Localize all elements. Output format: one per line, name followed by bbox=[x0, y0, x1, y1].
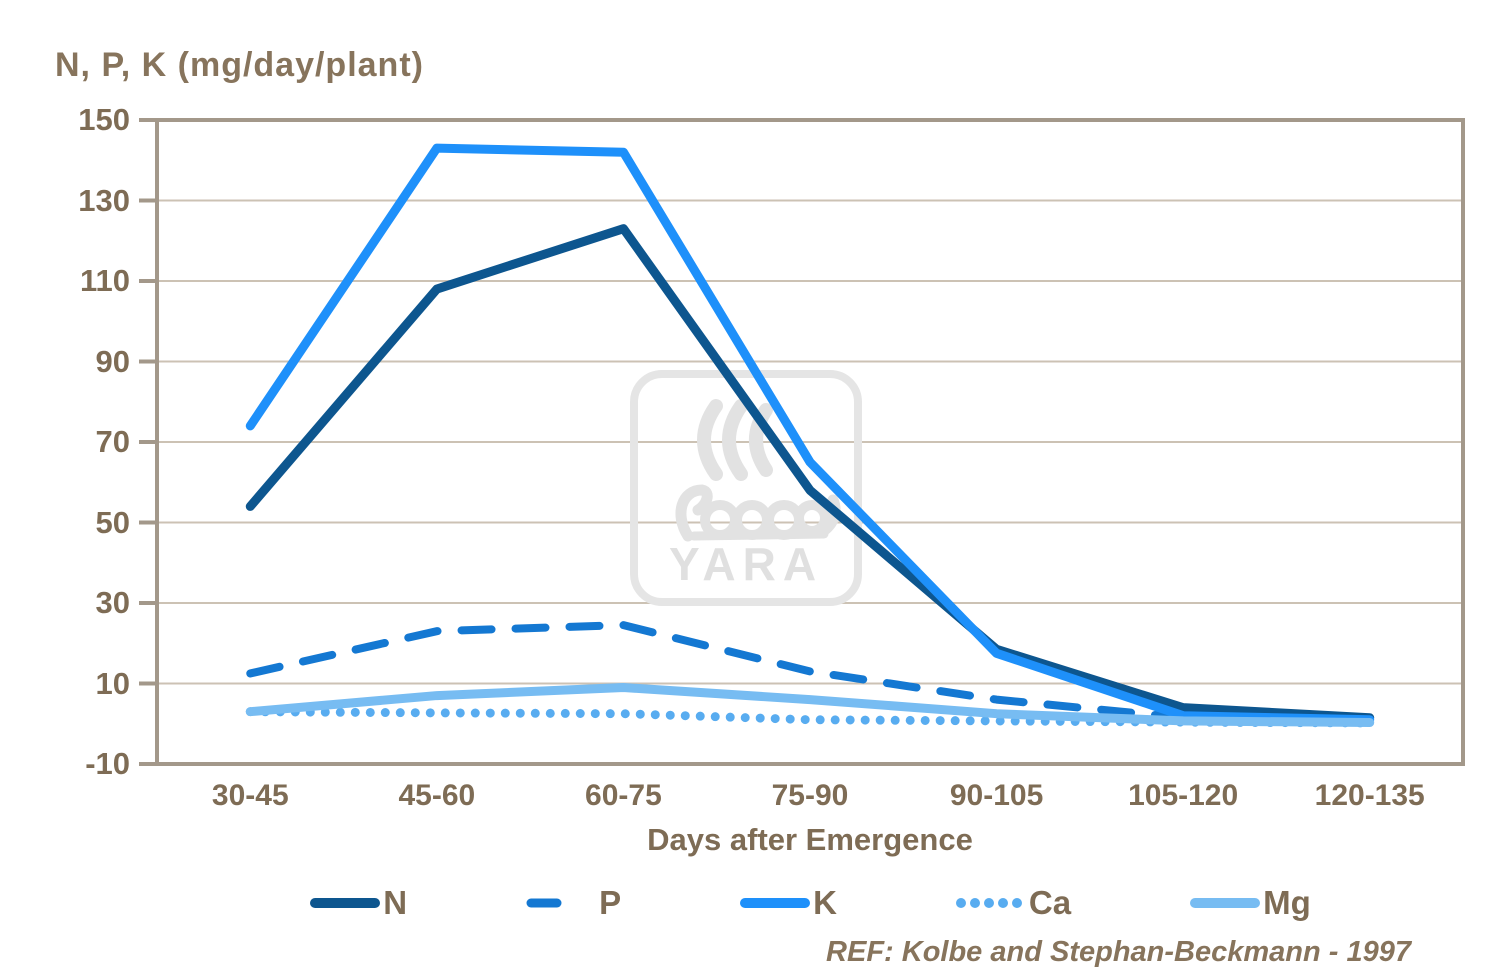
watermark-text: YARA bbox=[669, 538, 823, 590]
y-tick-label: 30 bbox=[95, 585, 130, 620]
x-axis-title: Days after Emergence bbox=[647, 822, 973, 857]
series-line-Ca bbox=[245, 707, 1375, 728]
legend-label: K bbox=[813, 884, 837, 921]
legend-label: Mg bbox=[1263, 884, 1311, 921]
y-tick-label: -10 bbox=[85, 746, 130, 781]
legend-item-Mg: Mg bbox=[1189, 884, 1311, 922]
legend-item-K: K bbox=[739, 884, 837, 922]
series-line-P bbox=[246, 621, 1374, 726]
legend-item-P: P bbox=[525, 884, 621, 922]
legend-label: N bbox=[383, 884, 408, 921]
legend-swatch-Ca bbox=[955, 898, 1026, 908]
legend-swatch-P bbox=[526, 898, 596, 908]
x-tick-label: 75-90 bbox=[771, 779, 849, 812]
x-tick-label: 30-45 bbox=[211, 779, 289, 812]
legend-label: Ca bbox=[1028, 884, 1072, 921]
reference-note: REF: Kolbe and Stephan-Beckmann - 1997 bbox=[826, 936, 1411, 968]
chart-title: N, P, K (mg/day/plant) bbox=[55, 46, 424, 84]
x-tick-label: 60-75 bbox=[585, 779, 662, 812]
x-tick-label: 105-120 bbox=[1128, 779, 1239, 812]
x-tick-label: 45-60 bbox=[398, 779, 476, 812]
y-tick-label: 50 bbox=[95, 504, 130, 540]
legend-item-Ca: Ca bbox=[955, 884, 1071, 922]
yara-logo-watermark: YARA bbox=[630, 370, 862, 606]
x-tick-label: 90-105 bbox=[949, 779, 1044, 812]
legend-item-N: N bbox=[309, 884, 407, 922]
y-tick-label: 70 bbox=[95, 424, 130, 459]
y-tick-label: 110 bbox=[79, 263, 130, 298]
legend-swatch-N bbox=[310, 898, 381, 908]
legend-label: P bbox=[599, 884, 622, 921]
series-line-Mg bbox=[245, 683, 1375, 728]
legend: N P K Ca Mg bbox=[157, 884, 1463, 922]
x-tick-label: 120-135 bbox=[1314, 779, 1425, 812]
y-tick-label: 130 bbox=[78, 182, 130, 218]
legend-swatch-K bbox=[740, 898, 811, 908]
y-tick-label: 90 bbox=[95, 343, 130, 379]
y-tick-label: 10 bbox=[95, 665, 130, 701]
viking-ship-icon bbox=[675, 399, 841, 542]
y-tick-label: 150 bbox=[78, 102, 130, 137]
legend-swatch-Mg bbox=[1190, 898, 1261, 908]
